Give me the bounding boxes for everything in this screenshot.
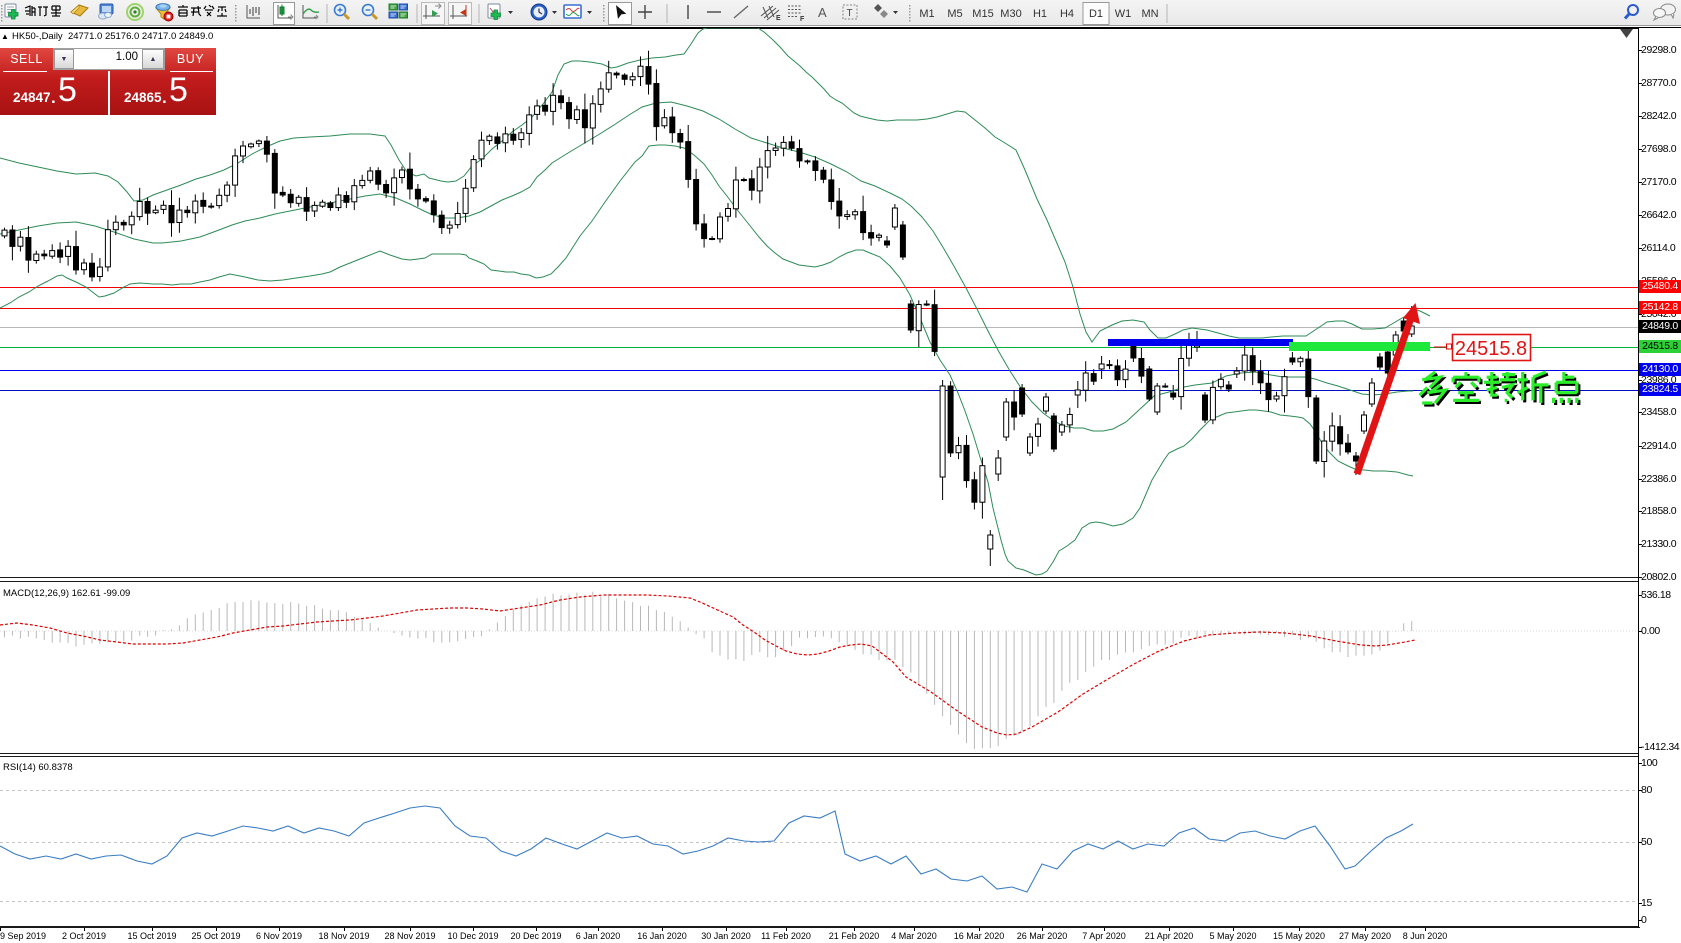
svg-text:M5: M5	[947, 8, 962, 20]
svg-text:H1: H1	[1033, 8, 1047, 20]
svg-text:MN: MN	[1141, 8, 1158, 20]
svg-text:E: E	[776, 15, 781, 22]
svg-text:H4: H4	[1060, 8, 1074, 20]
svg-text:24515.8: 24515.8	[1455, 338, 1527, 360]
svg-text:RSI(14) 60.8378: RSI(14) 60.8378	[3, 762, 73, 773]
svg-text:D1: D1	[1089, 8, 1103, 20]
svg-text:MACD(12,26,9) 162.61 -99.09: MACD(12,26,9) 162.61 -99.09	[3, 588, 130, 599]
svg-text:T: T	[847, 8, 853, 19]
svg-text:M1: M1	[919, 8, 934, 20]
svg-text:A: A	[818, 5, 827, 20]
svg-text:M15: M15	[972, 8, 993, 20]
svg-text:W1: W1	[1115, 8, 1132, 20]
svg-text:F: F	[800, 16, 805, 23]
svg-text:M30: M30	[1000, 8, 1021, 20]
